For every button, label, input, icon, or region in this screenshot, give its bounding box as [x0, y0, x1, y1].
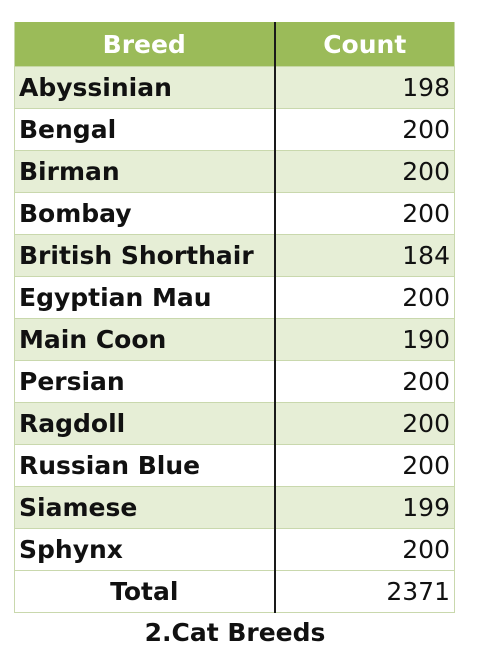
breed-cell: Siamese [14, 486, 276, 529]
table-row: Main Coon 190 [14, 318, 455, 361]
total-count: 2371 [274, 570, 455, 613]
cat-breeds-table: Breed Count Abyssinian 198 Bengal 200 Bi… [14, 22, 455, 613]
total-label: Total [14, 570, 276, 613]
count-cell: 200 [274, 108, 455, 151]
count-cell: 184 [274, 234, 455, 277]
breed-cell: Main Coon [14, 318, 276, 361]
column-header-breed: Breed [14, 22, 276, 67]
breed-cell: Bengal [14, 108, 276, 151]
column-header-count: Count [274, 22, 455, 67]
breed-cell: Sphynx [14, 528, 276, 571]
breed-cell: Egyptian Mau [14, 276, 276, 319]
table-row: Ragdoll 200 [14, 402, 455, 445]
count-cell: 200 [274, 276, 455, 319]
header-row: Breed Count [14, 22, 455, 67]
table-row: Siamese 199 [14, 486, 455, 529]
count-cell: 200 [274, 150, 455, 193]
table-row: Birman 200 [14, 150, 455, 193]
table-row: Abyssinian 198 [14, 66, 455, 109]
table-row: British Shorthair 184 [14, 234, 455, 277]
table-row: Egyptian Mau 200 [14, 276, 455, 319]
count-cell: 190 [274, 318, 455, 361]
breed-cell: Bombay [14, 192, 276, 235]
breed-cell: Birman [14, 150, 276, 193]
breed-cell: Persian [14, 360, 276, 403]
breed-cell: Russian Blue [14, 444, 276, 487]
count-cell: 199 [274, 486, 455, 529]
breed-cell: Ragdoll [14, 402, 276, 445]
table-caption: 2.Cat Breeds [144, 618, 326, 647]
total-row: Total 2371 [14, 570, 455, 613]
breed-cell: British Shorthair [14, 234, 276, 277]
count-cell: 200 [274, 402, 455, 445]
table-row: Persian 200 [14, 360, 455, 403]
count-cell: 200 [274, 528, 455, 571]
count-cell: 200 [274, 444, 455, 487]
table-row: Russian Blue 200 [14, 444, 455, 487]
table-row: Bengal 200 [14, 108, 455, 151]
table-row: Sphynx 200 [14, 528, 455, 571]
count-cell: 200 [274, 360, 455, 403]
breed-cell: Abyssinian [14, 66, 276, 109]
count-cell: 200 [274, 192, 455, 235]
table-row: Bombay 200 [14, 192, 455, 235]
cat-breeds-table-container: Breed Count Abyssinian 198 Bengal 200 Bi… [14, 22, 455, 613]
count-cell: 198 [274, 66, 455, 109]
